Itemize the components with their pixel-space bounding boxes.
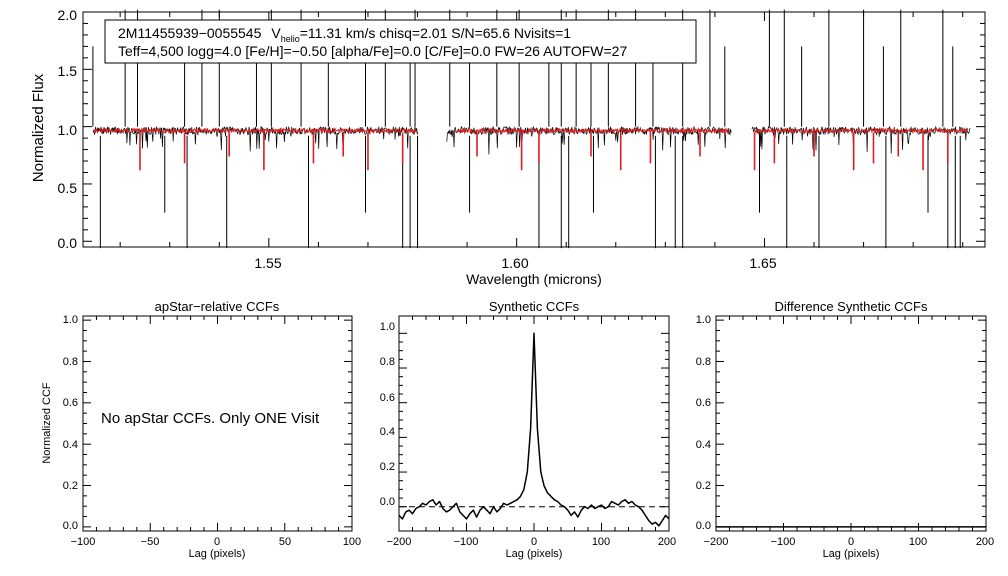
synthetic-spectrum-line (92, 126, 969, 135)
apstar-ccf-panel: apStar−relative CCFs −100 −50 0 50 100 0… (41, 299, 361, 560)
spectrum-info-line1: 2M11455939−0055545 Vhelio=11.31 km/s chis… (118, 25, 571, 44)
difference-ccf-ytick-label: 0.0 (696, 520, 711, 532)
difference-ccf-ytick-label: 0.4 (696, 439, 711, 451)
synthetic-ccf-ytick-label: 0.2 (380, 461, 395, 473)
apstar-ccf-ytick-label: 0.0 (63, 520, 78, 532)
synthetic-ccf-axis-ticks (398, 316, 670, 531)
spectrum-ytick-label: 0.5 (58, 180, 78, 196)
synthetic-ccf-ytick-label: 1.0 (380, 321, 395, 333)
apstar-ccf-ytick-label: 1.0 (63, 314, 78, 326)
apstar-ccf-xtick-label: 100 (343, 536, 361, 548)
apstar-ccf-title: apStar−relative CCFs (155, 299, 280, 314)
difference-ccf-xtick-label: 200 (976, 536, 994, 548)
star-id: 2M11455939−0055545 (118, 25, 262, 41)
apstar-ccf-xtick-label: −50 (141, 536, 160, 548)
apstar-ccf-axis-ticks (82, 316, 353, 531)
spectrum-info-line2: Teff=4,500 logg=4.0 [Fe/H]=−0.50 [alpha/… (118, 43, 627, 59)
difference-ccf-ytick-label: 0.2 (696, 480, 711, 492)
synthetic-ccf-title: Synthetic CCFs (489, 299, 580, 314)
spectrum-xtick-label: 1.55 (254, 255, 281, 271)
difference-ccf-xtick-label: −200 (704, 536, 729, 548)
difference-ccf-xlabel: Lag (pixels) (823, 548, 880, 560)
synthetic-ccf-ytick-label: 0.0 (380, 496, 395, 508)
apstar-ccf-xlabel: Lag (pixels) (189, 548, 246, 560)
synthetic-ccf-line (398, 332, 670, 527)
synthetic-ccf-panel: Synthetic CCFs −200 −100 0 100 200 0.0 0… (380, 299, 676, 560)
apstar-ccf-annotation: No apStar CCFs. Only ONE Visit (101, 410, 320, 427)
apstar-ccf-xtick-label: −100 (71, 536, 96, 548)
difference-ccf-xtick-label: 100 (909, 536, 927, 548)
synthetic-ccf-ytick-label: 0.4 (380, 426, 395, 438)
spectrum-ylabel: Normalized Flux (30, 73, 47, 182)
spectrum-axis-ticks (83, 11, 985, 247)
difference-ccf-ytick-label: 0.8 (696, 356, 711, 368)
spectrum-xlabel: Wavelength (microns) (466, 271, 602, 287)
apstar-ccf-ytick-label: 0.2 (63, 480, 78, 492)
difference-ccf-ytick-label: 0.6 (696, 397, 711, 409)
apstar-ccf-ytick-label: 0.4 (63, 439, 78, 451)
difference-ccf-axis-ticks (715, 316, 987, 531)
spectrum-frame (82, 11, 986, 248)
difference-ccf-panel: Difference Synthetic CCFs −200 −100 0 10… (696, 299, 994, 560)
apstar-ccf-xtick-label: 0 (214, 536, 220, 548)
apstar-ccf-ytick-label: 0.6 (63, 397, 78, 409)
vhelio-symbol: V (271, 25, 281, 41)
spectrum-xtick-label: 1.65 (749, 255, 776, 271)
synthetic-ccf-ytick-label: 0.6 (380, 392, 395, 404)
synthetic-ccf-plot (398, 332, 670, 527)
spectrum-ytick-label: 0.0 (58, 235, 78, 251)
apstar-ccf-ylabel: Normalized CCF (41, 382, 53, 464)
difference-ccf-title: Difference Synthetic CCFs (775, 299, 928, 314)
spectrum-xtick-label: 1.60 (501, 255, 528, 271)
vhelio-subscript: helio (281, 34, 300, 44)
synthetic-ccf-xtick-label: −200 (387, 536, 412, 548)
synthetic-ccf-xlabel: Lag (pixels) (506, 548, 563, 560)
difference-ccf-ytick-label: 1.0 (696, 314, 711, 326)
synthetic-ccf-xtick-label: −100 (454, 536, 479, 548)
spectrum-ytick-label: 1.0 (58, 122, 78, 138)
spectrum-panel: 1.55 1.60 1.65 0.0 0.5 1.0 1.5 2.0 Wavel… (30, 7, 986, 287)
synthetic-ccf-xtick-label: 0 (531, 536, 537, 548)
apstar-ccf-ytick-label: 0.8 (63, 356, 78, 368)
fit-statistics: =11.31 km/s chisq=2.01 S/N=65.6 Nvisits=… (300, 25, 572, 41)
difference-ccf-xtick-label: −100 (771, 536, 796, 548)
spectrum-ytick-label: 2.0 (58, 7, 78, 23)
synthetic-ccf-xtick-label: 200 (658, 536, 676, 548)
difference-ccf-frame (715, 315, 987, 532)
synthetic-ccf-ytick-label: 0.8 (380, 356, 395, 368)
apstar-ccf-xtick-label: 50 (279, 536, 291, 548)
spectrum-info-box (104, 19, 697, 64)
synthetic-ccf-xtick-label: 100 (592, 536, 610, 548)
difference-ccf-xtick-label: 0 (848, 536, 854, 548)
spectrum-ytick-label: 1.5 (58, 63, 78, 79)
